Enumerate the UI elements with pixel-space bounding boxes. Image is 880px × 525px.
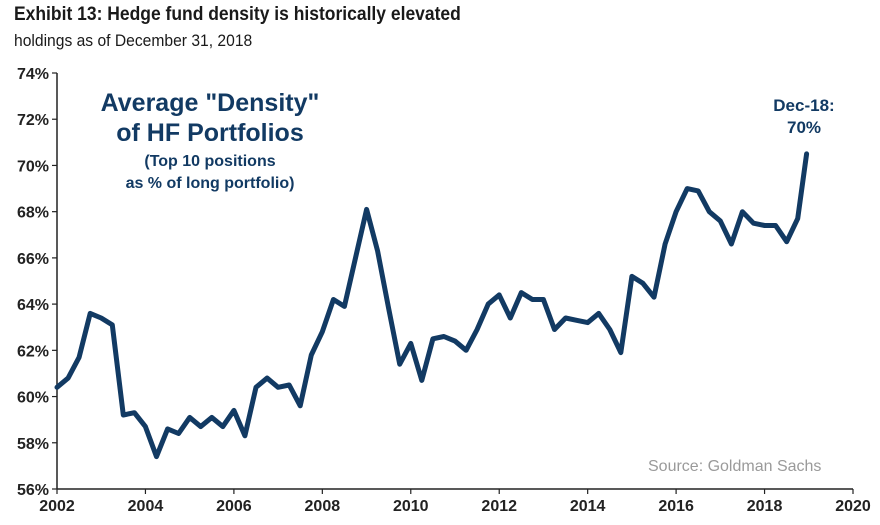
exhibit-subtitle: holdings as of December 31, 2018 — [14, 31, 253, 50]
end-annotation-date: Dec-18: — [773, 96, 834, 115]
chart-label-line-1: Average "Density" — [101, 89, 320, 117]
x-tick-label: 2002 — [39, 498, 75, 515]
x-tick-label: 2018 — [747, 498, 783, 515]
y-tick-label: 60% — [17, 390, 49, 407]
chart-label-line-2: of HF Portfolios — [116, 119, 303, 147]
source-note: Source: Goldman Sachs — [648, 458, 822, 475]
x-tick-label: 2010 — [393, 498, 429, 515]
y-tick-label: 72% — [17, 112, 49, 129]
chart-label-line-4: as % of long portfolio) — [126, 175, 295, 192]
x-tick-label: 2008 — [305, 498, 341, 515]
chart-axes — [52, 72, 854, 494]
y-tick-label: 64% — [17, 297, 49, 314]
y-tick-label: 70% — [17, 158, 49, 175]
y-tick-label: 56% — [17, 482, 49, 499]
x-axis-tick-labels: 2002 2004 2006 2008 2010 2012 2014 2016 2018 2020 — [39, 498, 871, 515]
x-tick-label: 2004 — [128, 498, 164, 515]
end-annotation-value: 70% — [787, 118, 821, 137]
density-series-line — [54, 151, 810, 460]
x-tick-label: 2012 — [481, 498, 517, 515]
x-tick-label: 2016 — [658, 498, 694, 515]
x-tick-label: 2006 — [216, 498, 252, 515]
x-tick-label: 2014 — [570, 498, 606, 515]
y-tick-label: 68% — [17, 205, 49, 222]
chart-label-line-3: (Top 10 positions — [144, 153, 275, 170]
y-tick-label: 58% — [17, 436, 49, 453]
exhibit-title: Exhibit 13: Hedge fund density is histor… — [14, 4, 461, 25]
y-tick-label: 66% — [17, 251, 49, 268]
y-tick-label: 62% — [17, 343, 49, 360]
x-tick-label: 2020 — [835, 498, 871, 515]
y-axis-tick-labels: 56% 58% 60% 62% 64% 66% 68% 70% 72% 74% — [17, 66, 49, 499]
y-tick-label: 74% — [17, 66, 49, 83]
